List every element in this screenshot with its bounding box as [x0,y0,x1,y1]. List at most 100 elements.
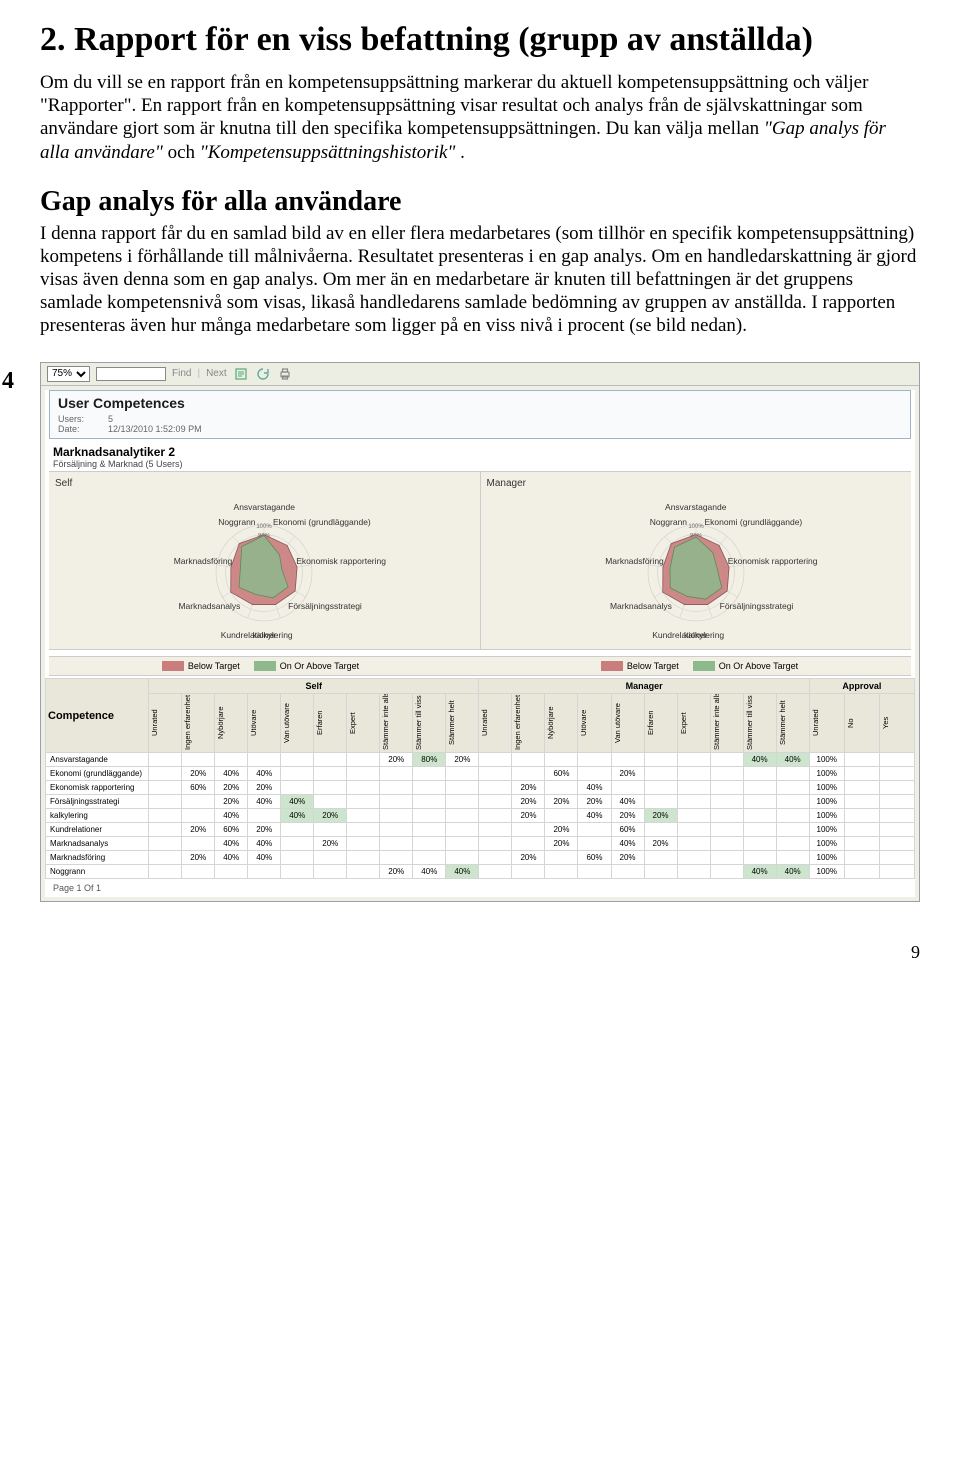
cell: 20% [578,795,611,809]
cell [512,753,545,767]
cell [149,767,182,781]
cell [776,837,809,851]
cell: 40% [248,851,281,865]
svg-text:100%: 100% [257,524,273,530]
cell [347,837,380,851]
cell [879,809,914,823]
cell: 20% [611,809,644,823]
cell: 40% [215,851,248,865]
cell [677,865,710,879]
header-self: Self [149,679,479,694]
mgr-col-8: Stämmer till viss del [743,694,776,753]
cell [710,809,743,823]
self-col-3: Utövare [248,694,281,753]
row-name: Försäljningsstrategi [46,795,149,809]
cell [545,809,578,823]
mgr-col-0: Unrated [479,694,512,753]
cell [611,781,644,795]
cell: 20% [512,795,545,809]
cell [149,851,182,865]
cell [446,795,479,809]
cell [776,795,809,809]
radar-axis-label: Ansvarstagande [229,502,299,512]
cell [479,865,512,879]
cell [413,837,446,851]
cell [743,809,776,823]
cell: 40% [281,795,314,809]
print-icon[interactable] [277,366,293,382]
swatch-below-icon [162,661,184,671]
row-name: Noggrann [46,865,149,879]
cell [149,865,182,879]
cell [149,823,182,837]
row-name: Ansvarstagande [46,753,149,767]
app-col-0: Unrated [809,694,844,753]
cell: 40% [743,865,776,879]
cell [644,781,677,795]
p1-text-c: . [460,142,465,163]
self-col-2: Nybörjare [215,694,248,753]
find-link[interactable]: Find [172,368,191,379]
intro-paragraph: Om du vill se en rapport från en kompete… [40,71,920,164]
zoom-select[interactable]: 75% [47,366,90,382]
figure: 4 75% Find | Next User Competences [40,362,920,903]
cell: 20% [644,809,677,823]
chart-manager-label: Manager [487,478,906,489]
cell: 100% [809,767,844,781]
radar-axis-label: Ekonomi (grundläggande) [704,517,774,527]
cell [446,781,479,795]
cell [710,767,743,781]
cell: 20% [215,781,248,795]
cell [479,795,512,809]
cell [479,767,512,781]
cell: 100% [809,865,844,879]
cell [413,809,446,823]
swatch-below-icon [601,661,623,671]
row-name: Kundrelationer [46,823,149,837]
cell: 60% [215,823,248,837]
sub-heading: Gap analys för alla användare [40,186,920,218]
legend-below: Below Target [188,661,240,671]
cell [479,781,512,795]
cell: 40% [248,837,281,851]
radar-axis-label: Ekonomisk rapportering [728,556,798,566]
next-link[interactable]: Next [206,368,227,379]
cell [479,837,512,851]
cell [479,851,512,865]
cell [611,753,644,767]
radar-axis-label: Ansvarstagande [661,502,731,512]
cell: 40% [215,837,248,851]
cell [413,823,446,837]
cell: 40% [611,837,644,851]
row-name: Ekonomi (grundläggande) [46,767,149,781]
cell [314,781,347,795]
cell [512,837,545,851]
find-input[interactable] [96,367,166,381]
body-paragraph: I denna rapport får du en samlad bild av… [40,222,920,338]
radar-self: 20%40%60%80%100% AnsvarstagandeEkonomi (… [134,493,394,643]
date-label: Date: [58,424,108,434]
cell [281,767,314,781]
cell [413,781,446,795]
report-screenshot: 75% Find | Next User Competences Users: … [40,362,920,903]
cell [611,865,644,879]
chart-manager: Manager 20%40%60%80%100% AnsvarstagandeE… [480,472,912,649]
self-col-7: Stämmer inte alls [380,694,413,753]
cell [347,795,380,809]
cell [677,809,710,823]
cell: 20% [545,823,578,837]
radar-axis-label: Noggrann [617,517,687,527]
cell: 100% [809,823,844,837]
export-icon[interactable] [233,366,249,382]
table-row: Försäljningsstrategi20%40%40%20%20%20%40… [46,795,915,809]
cell: 20% [611,851,644,865]
cell [677,753,710,767]
cell: 20% [182,767,215,781]
cell [380,837,413,851]
cell [380,851,413,865]
cell [380,781,413,795]
cell: 20% [545,795,578,809]
cell [347,767,380,781]
cell: 40% [248,767,281,781]
refresh-icon[interactable] [255,366,271,382]
